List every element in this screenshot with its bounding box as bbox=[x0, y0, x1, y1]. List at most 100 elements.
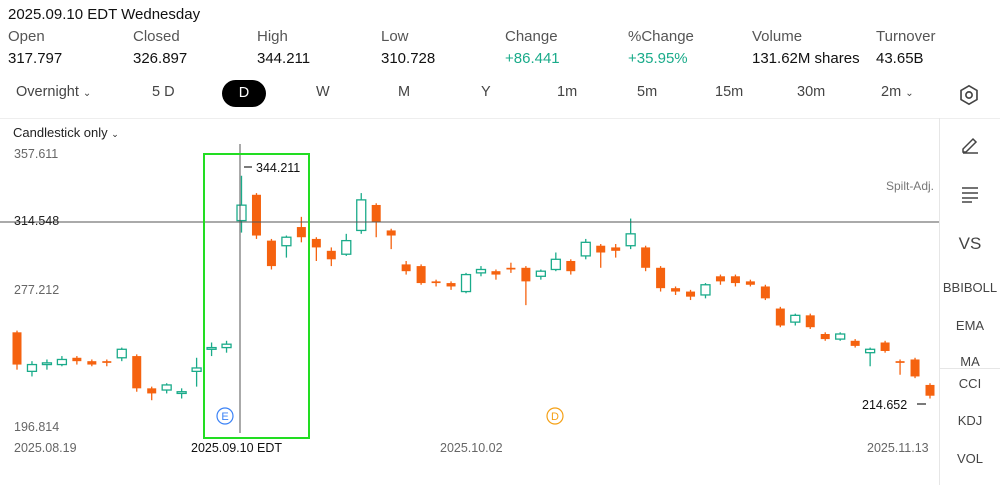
dividend-marker[interactable]: D bbox=[546, 407, 564, 425]
low-label: Low bbox=[381, 28, 409, 45]
candle-body bbox=[491, 271, 501, 275]
high-marker: 344.211 bbox=[256, 161, 300, 175]
pencil-icon[interactable] bbox=[960, 134, 980, 154]
y-label-top: 357.611 bbox=[14, 147, 59, 161]
tab-2m[interactable]: 2m ⌄ bbox=[881, 84, 914, 100]
candle-body bbox=[296, 227, 306, 238]
tab-w[interactable]: W bbox=[316, 84, 330, 100]
candle-body bbox=[236, 204, 247, 222]
candle bbox=[820, 332, 830, 341]
change-value: +86.441 bbox=[505, 50, 560, 67]
candle-body bbox=[580, 241, 591, 257]
candle-body bbox=[26, 363, 38, 373]
candle-body bbox=[775, 308, 785, 326]
candle bbox=[550, 252, 561, 272]
candle-body bbox=[760, 286, 770, 299]
candle-body bbox=[790, 314, 801, 323]
candle bbox=[910, 357, 920, 379]
svg-text:E: E bbox=[221, 411, 228, 423]
candle bbox=[401, 260, 411, 275]
tab-15m[interactable]: 15m bbox=[715, 84, 744, 100]
candle bbox=[266, 238, 276, 270]
candle-body bbox=[566, 260, 576, 272]
candle-body bbox=[641, 247, 651, 268]
candle-body bbox=[715, 276, 725, 282]
candlestick-chart[interactable]: 344.211 214.652 E D Spilt-Adj. bbox=[0, 118, 940, 485]
candle-body bbox=[864, 348, 876, 354]
candle bbox=[431, 279, 441, 287]
candle-body bbox=[116, 348, 127, 359]
y-label-crosshair: 314.548 bbox=[14, 214, 60, 228]
candle-body bbox=[176, 391, 187, 395]
candle bbox=[356, 193, 367, 234]
indicator-vol[interactable]: VOL bbox=[956, 451, 983, 466]
open-label: Open bbox=[8, 28, 45, 45]
candle-body bbox=[401, 264, 411, 272]
candle bbox=[296, 216, 306, 243]
candle-body bbox=[460, 273, 472, 293]
chevron-down-icon: ⌄ bbox=[905, 88, 914, 99]
indicator-kdj[interactable]: KDJ bbox=[957, 413, 983, 428]
selection-highlight bbox=[203, 153, 310, 439]
volume-label: Volume bbox=[752, 28, 803, 45]
candle-body bbox=[820, 334, 830, 340]
low-marker-bg bbox=[855, 395, 915, 412]
x-label-selected: 2025.09.10 EDT bbox=[191, 441, 283, 455]
split-adj-label: Spilt-Adj. bbox=[886, 179, 934, 193]
candle-body bbox=[925, 384, 935, 396]
candle bbox=[775, 306, 785, 328]
candle bbox=[191, 357, 202, 387]
indicator-ma[interactable]: MA bbox=[960, 354, 980, 369]
indicator-sidebar: VS BBIBOLL EMA MA CCI KDJ VOL bbox=[939, 118, 1000, 485]
high-label: High bbox=[257, 28, 288, 45]
candle-body bbox=[87, 361, 97, 365]
pct-change-value: +35.95% bbox=[628, 50, 688, 67]
tab-5d[interactable]: 5 D bbox=[152, 84, 175, 100]
candle bbox=[805, 313, 815, 329]
candle-body bbox=[147, 388, 157, 394]
candle-body bbox=[475, 268, 487, 274]
lines-icon[interactable] bbox=[960, 184, 980, 204]
settings-icon[interactable] bbox=[958, 84, 980, 106]
divider bbox=[0, 118, 1000, 119]
candle bbox=[641, 245, 651, 272]
closed-label: Closed bbox=[133, 28, 180, 45]
indicator-cci[interactable]: CCI bbox=[958, 376, 982, 391]
candle bbox=[700, 283, 711, 299]
tab-overnight[interactable]: Overnight ⌄ bbox=[16, 84, 92, 100]
candle bbox=[730, 274, 740, 287]
candle bbox=[715, 274, 725, 285]
candle bbox=[41, 359, 53, 370]
earnings-marker[interactable]: E bbox=[216, 407, 234, 425]
candle bbox=[446, 281, 456, 290]
tab-5m[interactable]: 5m bbox=[637, 84, 658, 100]
tab-d[interactable]: D bbox=[222, 80, 266, 107]
candle-body bbox=[161, 384, 172, 391]
sidebar-divider bbox=[940, 368, 1000, 369]
candle-body bbox=[700, 284, 711, 296]
candle bbox=[341, 233, 352, 256]
vs-icon[interactable]: VS bbox=[958, 234, 982, 253]
candle bbox=[625, 218, 636, 250]
candle-body bbox=[596, 245, 606, 253]
tab-30m[interactable]: 30m bbox=[797, 84, 826, 100]
candle bbox=[56, 356, 68, 367]
chart-type-selector[interactable]: Candlestick only ⌄ bbox=[13, 125, 119, 140]
tab-y[interactable]: Y bbox=[481, 84, 491, 100]
candle bbox=[281, 235, 292, 258]
candle bbox=[506, 262, 516, 273]
open-value: 317.797 bbox=[8, 50, 63, 67]
candle-body bbox=[656, 267, 666, 289]
indicator-bbiboll[interactable]: BBIBOLL bbox=[942, 280, 998, 295]
low-marker: 214.652 bbox=[862, 398, 907, 412]
tab-1m[interactable]: 1m bbox=[557, 84, 578, 100]
candle bbox=[326, 247, 336, 267]
candle-body bbox=[356, 199, 367, 232]
indicator-ema[interactable]: EMA bbox=[955, 318, 985, 333]
tab-m[interactable]: M bbox=[398, 84, 411, 100]
candle bbox=[835, 332, 846, 341]
candle bbox=[236, 175, 247, 233]
candle bbox=[87, 359, 97, 367]
candle-body bbox=[251, 194, 261, 236]
candle bbox=[176, 388, 187, 399]
